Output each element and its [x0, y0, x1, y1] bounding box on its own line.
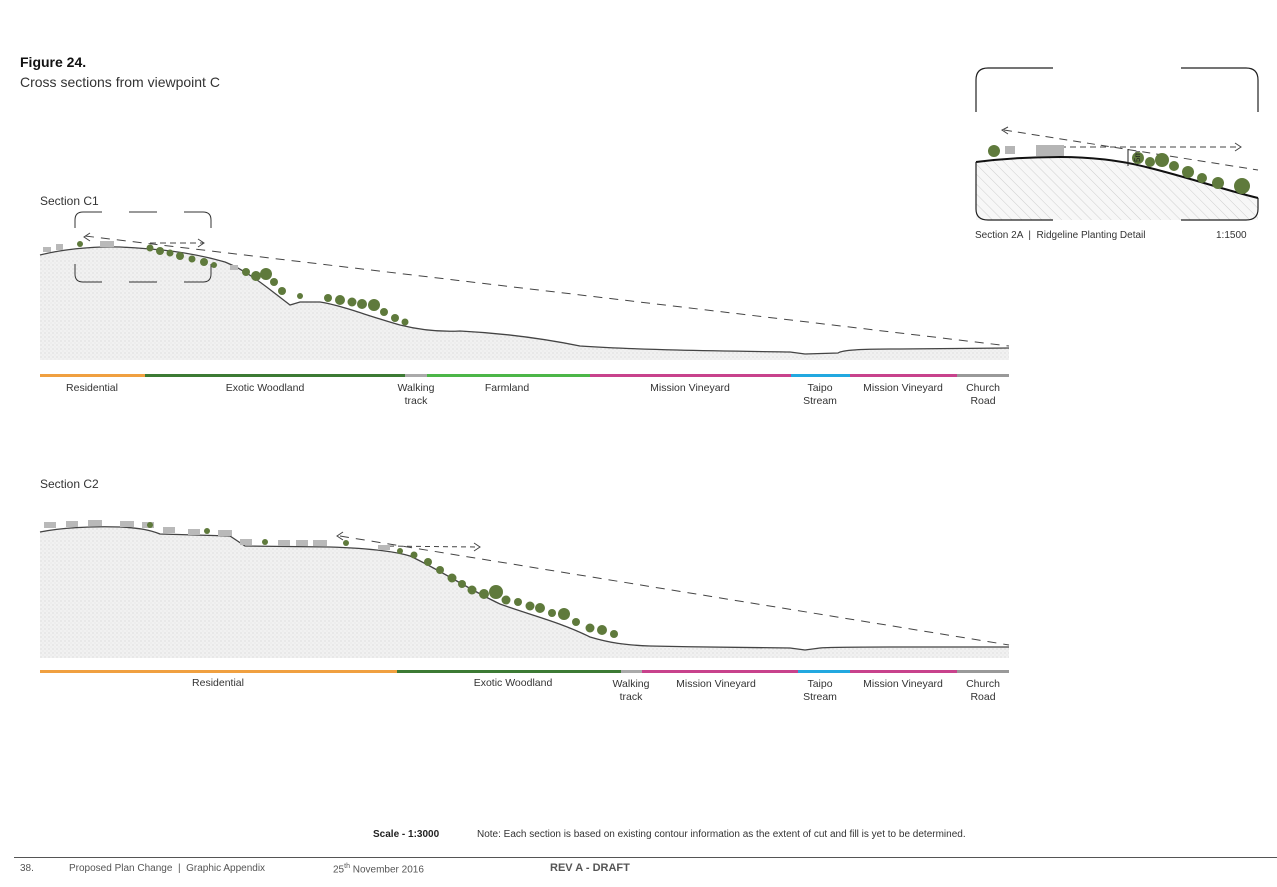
zone-label-exotic-woodland: Exotic Woodland: [473, 677, 553, 689]
zone-label-residential: Residential: [66, 382, 118, 394]
section-c1-drawing: [39, 211, 1010, 377]
zone-bar-residential: [40, 670, 397, 673]
inset-profile-line: [975, 155, 1259, 199]
zone-label-exotic-woodland: Exotic Woodland: [225, 382, 305, 394]
zone-label-taipo-stream: Taipo Stream: [803, 678, 837, 703]
zone-label-walking-track: Walking track: [397, 382, 435, 407]
section-c2-profile-line: [39, 526, 1009, 651]
zone-label-taipo-stream: Taipo Stream: [803, 382, 837, 407]
zone-bar-church-road: [957, 670, 1009, 673]
section-c2-zone-bar: [40, 670, 1009, 673]
inset-trees: [988, 145, 1250, 194]
zone-label-walking-track: Walking track: [612, 678, 650, 703]
zone-label-mission-vineyard-2: Mission Vineyard: [863, 678, 943, 690]
footer-date-rest: November 2016: [349, 864, 424, 876]
zone-bar-taipo-stream: [791, 374, 850, 377]
zone-label-mission-vineyard: Mission Vineyard: [650, 382, 730, 394]
inset-caption: Section 2A | Ridgeline Planting Detail: [975, 230, 1146, 241]
section-c2-drawing: [39, 520, 1010, 673]
footer-page-number: 38.: [20, 863, 34, 874]
section-c1-view-arrow-left: [83, 232, 91, 242]
inset-view-arrow-right-head: [1234, 142, 1242, 152]
zone-bar-mission-vineyard: [590, 374, 791, 377]
section-c2-ground: [40, 526, 1009, 658]
zone-bar-mission-vineyard: [642, 670, 798, 673]
footer-date: 25th November 2016: [333, 863, 424, 875]
section-c1-detail-callout: [74, 211, 212, 283]
section-c2-view-arrow-left: [336, 531, 344, 541]
section-c2-view-arrow-right: [379, 545, 479, 548]
zone-bar-taipo-stream: [798, 670, 850, 673]
zone-bar-residential: [40, 374, 145, 377]
section-c1-view-arrow-right-head: [197, 238, 205, 248]
section-c1-houses: [43, 241, 238, 270]
footer-revision: REV A - DRAFT: [550, 862, 630, 874]
section-c1-sightline: [84, 235, 1010, 347]
zone-label-church-road: Church Road: [966, 678, 1000, 703]
footer-date-day: 25: [333, 864, 345, 876]
section-c2-trees: [147, 522, 618, 638]
inset-view-arrow-left: [1001, 126, 1009, 135]
inset-ground: [976, 157, 1258, 220]
inset-houses: [1005, 145, 1064, 156]
zone-label-mission-vineyard-2: Mission Vineyard: [863, 382, 943, 394]
zone-label-farmland: Farmland: [484, 382, 530, 394]
zone-label-mission-vineyard: Mission Vineyard: [676, 678, 756, 690]
inset-height-marker: 5m: [1133, 151, 1142, 162]
zone-bar-church-road: [957, 374, 1009, 377]
section-c1-trees: [77, 241, 409, 326]
figure-subtitle: Cross sections from viewpoint C: [20, 74, 220, 90]
section-c2-houses: [44, 520, 390, 550]
section-c2-sightline: [339, 535, 1010, 646]
inset-frame: [975, 67, 1259, 221]
section-c1-zone-bar: [40, 374, 1009, 377]
inset-ridgeline-detail: 5m: [975, 67, 1259, 221]
scale-label: Scale - 1:3000: [373, 829, 440, 840]
zone-label-residential: Residential: [192, 677, 244, 689]
figure-title: Figure 24.: [20, 54, 87, 70]
zone-bar-walking-track: [405, 374, 427, 377]
footer-divider: [14, 857, 1277, 858]
section-c2-label: Section C2: [40, 477, 99, 491]
zone-bar-farmland: [427, 374, 590, 377]
note-text: Note: Each section is based on existing …: [477, 829, 966, 840]
zone-bar-walking-track: [621, 670, 642, 673]
inset-sightline: [1003, 129, 1259, 171]
zone-bar-mission-vineyard-2: [850, 374, 957, 377]
footer-document-title: Proposed Plan Change | Graphic Appendix: [69, 863, 266, 874]
inset-scale: 1:1500: [1216, 230, 1247, 241]
section-c1-label: Section C1: [40, 194, 99, 208]
section-c1-ground: [40, 246, 1009, 360]
zone-bar-exotic-woodland: [397, 670, 621, 673]
section-c2-view-arrow-right-head: [473, 542, 481, 552]
zone-bar-exotic-woodland: [145, 374, 405, 377]
zone-label-church-road: Church Road: [966, 382, 1000, 407]
zone-bar-mission-vineyard-2: [850, 670, 957, 673]
footer-date-suffix: th: [344, 863, 350, 870]
